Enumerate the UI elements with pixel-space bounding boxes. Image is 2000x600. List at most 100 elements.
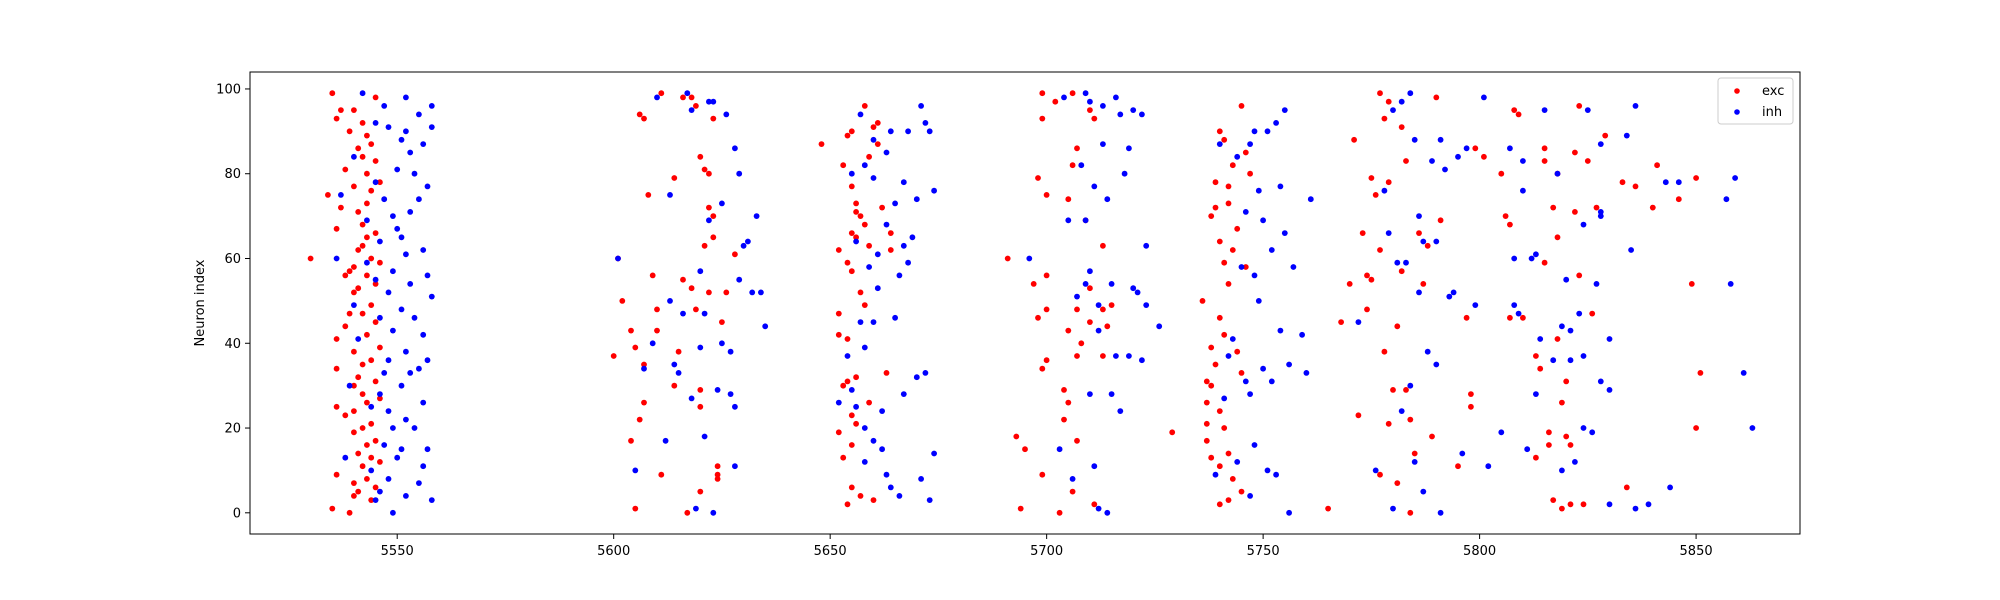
data-point-inh bbox=[1433, 238, 1440, 245]
data-point-inh bbox=[1597, 141, 1604, 148]
data-point-exc bbox=[1221, 331, 1228, 338]
data-point-exc bbox=[1325, 505, 1331, 512]
data-point-inh bbox=[390, 509, 396, 516]
data-point-inh bbox=[364, 259, 370, 266]
data-point-inh bbox=[1117, 111, 1124, 118]
data-point-inh bbox=[1130, 285, 1137, 292]
data-point-inh bbox=[1407, 90, 1414, 97]
data-point-exc bbox=[368, 187, 375, 194]
data-point-exc bbox=[1623, 484, 1630, 491]
data-point-inh bbox=[1251, 272, 1258, 279]
data-point-inh bbox=[1065, 217, 1072, 224]
data-point-inh bbox=[641, 365, 647, 372]
data-point-inh bbox=[1264, 467, 1271, 474]
legend-marker-inh bbox=[1734, 109, 1740, 115]
data-point-inh bbox=[1424, 348, 1431, 355]
data-point-exc bbox=[1052, 98, 1059, 105]
series-layer bbox=[307, 90, 1756, 516]
data-point-inh bbox=[749, 289, 756, 296]
data-point-inh bbox=[1446, 293, 1453, 300]
data-point-inh bbox=[913, 196, 920, 203]
data-point-exc bbox=[1377, 247, 1383, 253]
data-point-inh bbox=[1082, 281, 1089, 287]
data-point-exc bbox=[840, 162, 847, 169]
data-point-inh bbox=[1242, 209, 1249, 215]
data-point-inh bbox=[1134, 289, 1141, 296]
data-point-inh bbox=[1580, 221, 1587, 228]
data-point-inh bbox=[1126, 353, 1132, 359]
data-point-exc bbox=[359, 425, 366, 431]
data-point-inh bbox=[1597, 378, 1604, 385]
data-point-exc bbox=[1216, 128, 1223, 135]
data-point-inh bbox=[1420, 238, 1427, 245]
data-point-exc bbox=[883, 370, 890, 376]
data-point-exc bbox=[351, 107, 357, 113]
data-point-exc bbox=[848, 183, 855, 190]
data-point-inh bbox=[1100, 141, 1106, 148]
data-point-exc bbox=[355, 209, 362, 215]
data-point-exc bbox=[1225, 450, 1232, 457]
data-point-inh bbox=[1524, 446, 1531, 453]
data-point-exc bbox=[1368, 175, 1375, 181]
data-point-exc bbox=[1208, 344, 1215, 351]
y-tick-label: 20 bbox=[224, 422, 241, 437]
data-point-inh bbox=[1459, 450, 1466, 457]
data-point-inh bbox=[1104, 196, 1111, 203]
data-point-exc bbox=[857, 289, 864, 296]
data-point-inh bbox=[1299, 331, 1305, 338]
data-point-inh bbox=[861, 459, 868, 465]
data-point-inh bbox=[710, 98, 717, 105]
data-point-inh bbox=[428, 293, 435, 300]
data-point-inh bbox=[398, 234, 405, 241]
data-point-exc bbox=[844, 132, 851, 139]
data-point-exc bbox=[355, 374, 362, 381]
series-inh bbox=[333, 90, 1756, 516]
data-point-inh bbox=[1307, 196, 1314, 203]
data-point-exc bbox=[1589, 310, 1596, 317]
data-point-inh bbox=[398, 136, 405, 143]
data-point-exc bbox=[364, 476, 370, 482]
data-point-exc bbox=[1584, 158, 1591, 164]
data-point-inh bbox=[1095, 327, 1102, 334]
data-point-inh bbox=[1416, 213, 1422, 220]
data-point-exc bbox=[628, 327, 634, 334]
data-point-inh bbox=[1533, 251, 1539, 258]
data-point-exc bbox=[1221, 259, 1228, 266]
data-point-exc bbox=[1563, 378, 1570, 385]
data-point-exc bbox=[1225, 183, 1232, 190]
data-point-inh bbox=[753, 213, 760, 220]
data-point-inh bbox=[1104, 509, 1111, 516]
data-point-inh bbox=[390, 327, 396, 334]
data-point-exc bbox=[1022, 446, 1028, 453]
data-point-exc bbox=[848, 268, 855, 275]
data-point-inh bbox=[1247, 493, 1253, 499]
data-point-exc bbox=[359, 463, 366, 470]
data-point-inh bbox=[732, 463, 738, 470]
data-point-inh bbox=[424, 446, 431, 453]
data-point-inh bbox=[1589, 429, 1596, 436]
data-point-exc bbox=[706, 170, 712, 177]
data-point-inh bbox=[398, 306, 405, 313]
data-point-exc bbox=[364, 132, 370, 139]
data-point-exc bbox=[1537, 365, 1544, 372]
data-point-exc bbox=[1043, 357, 1050, 364]
data-point-exc bbox=[372, 319, 379, 325]
data-point-inh bbox=[1286, 361, 1292, 368]
data-point-inh bbox=[1442, 166, 1448, 173]
data-point-inh bbox=[1255, 298, 1262, 304]
data-point-exc bbox=[874, 120, 881, 126]
data-point-inh bbox=[1606, 387, 1613, 393]
data-point-inh bbox=[701, 433, 708, 440]
data-point-inh bbox=[1221, 395, 1228, 402]
data-point-exc bbox=[1390, 387, 1396, 393]
data-point-exc bbox=[671, 382, 678, 389]
data-point-inh bbox=[403, 94, 409, 101]
data-point-inh bbox=[710, 509, 717, 516]
x-tick-label: 5750 bbox=[1247, 544, 1280, 559]
data-point-exc bbox=[701, 242, 708, 249]
data-point-inh bbox=[1056, 446, 1063, 453]
data-point-exc bbox=[1030, 281, 1037, 287]
legend-label-exc: exc bbox=[1762, 84, 1784, 99]
data-point-inh bbox=[879, 446, 885, 453]
data-point-exc bbox=[848, 442, 855, 448]
